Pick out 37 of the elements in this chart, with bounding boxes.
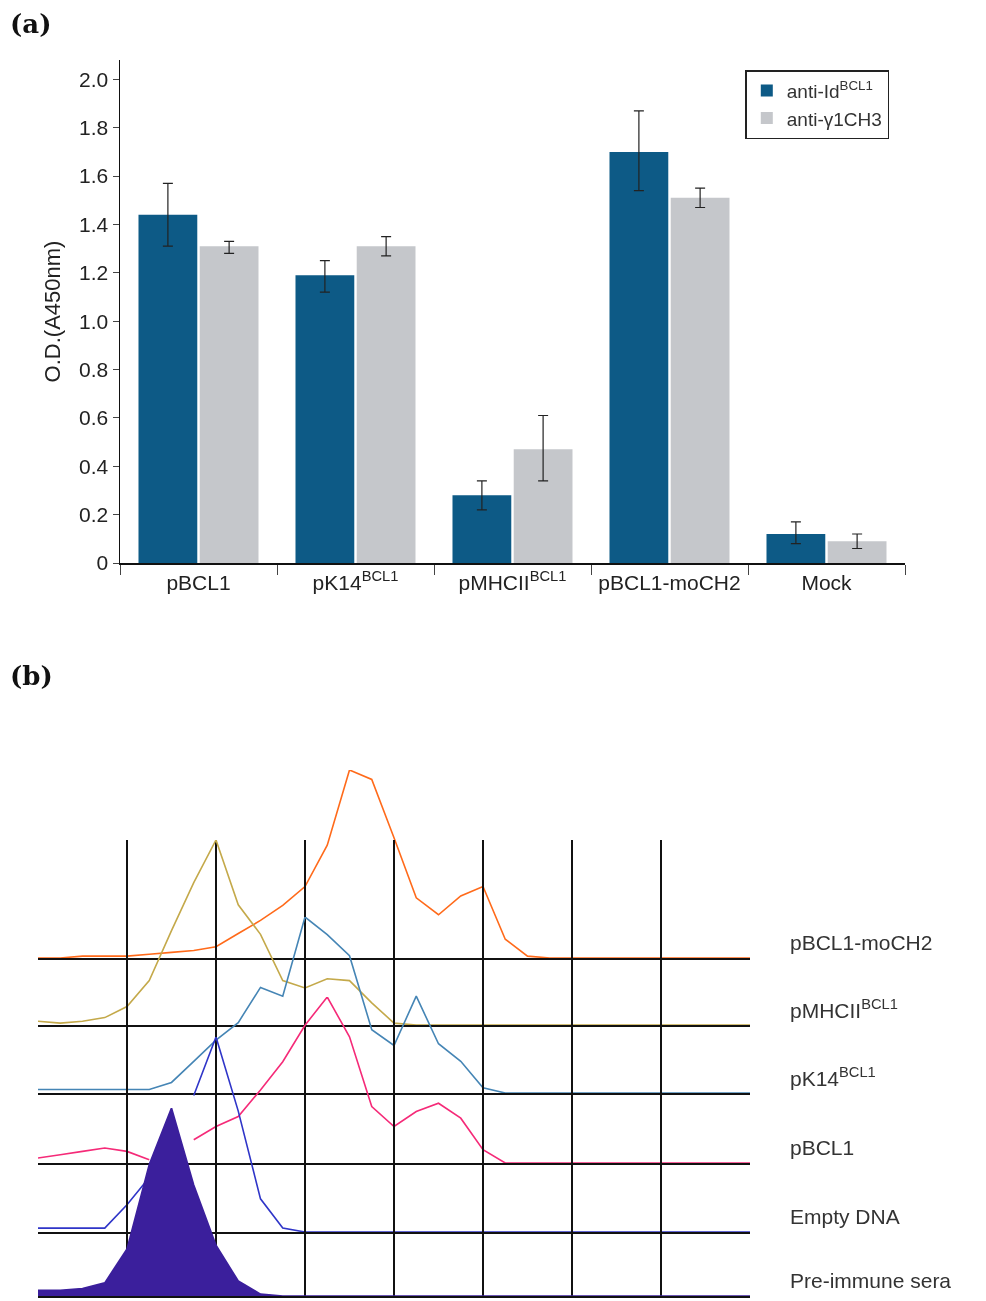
x-tick-label: Mock [801,570,853,594]
bar [766,533,826,563]
bar [356,246,416,563]
y-tick-label: 1.8 [79,116,109,140]
bar [452,495,512,563]
x-tick-label: pK14$^{BCL1}$ [312,567,399,594]
x-tick-label: pBCL1-moCH2 [598,570,741,594]
legend-label: anti-γ1CH3 [786,108,882,130]
chart-title: (a) [10,9,52,39]
bar [513,449,573,563]
y-tick-label: 1.4 [79,212,109,236]
bar [609,151,669,563]
chart-title: (b) [10,661,53,691]
series-label: Pre-immune sera [790,1269,952,1292]
y-tick-label: 0 [96,551,109,575]
y-tick-label: 1.0 [79,309,109,333]
y-tick-label: 2.0 [79,67,109,91]
series-label: pK14$^{BCL1}$ [790,1064,876,1090]
bar [199,246,259,563]
bar [827,541,887,563]
x-tick-label: pMHCII$^{BCL1}$ [458,567,567,594]
y-axis-title: O.D.(A450nm) [40,240,66,383]
x-tick-label: pBCL1 [166,570,231,594]
y-tick-label: 1.6 [79,164,109,188]
bar [138,214,198,563]
series-label: pMHCII$^{BCL1}$ [790,996,898,1022]
legend-label: anti-Id$^{BCL1}$ [786,77,873,102]
y-tick-label: 1.2 [79,261,109,285]
y-tick-label: 0.8 [79,357,109,381]
bar [295,275,355,563]
y-tick-label: 0.2 [79,502,109,526]
y-tick-label: 0.6 [79,406,109,430]
series-label: Empty DNA [790,1205,900,1228]
y-tick-label: 0.4 [79,454,109,478]
bar [670,197,730,563]
series-label: pBCL1-moCH2 [790,931,933,954]
series-label: pBCL1 [790,1136,855,1159]
